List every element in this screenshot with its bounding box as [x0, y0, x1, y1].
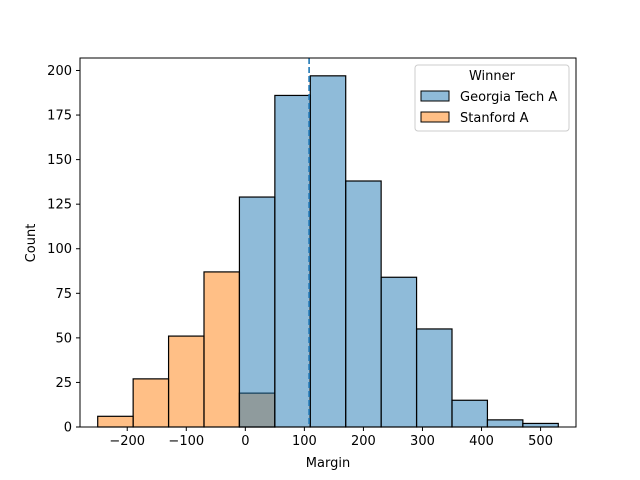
legend-label-georgia-tech: Georgia Tech A [460, 90, 557, 105]
y-axis-label: Count [24, 224, 39, 263]
x-tick-label: 400 [469, 434, 494, 449]
bar-georgia-tech-a-6 [451, 399, 489, 428]
y-tick-label: 150 [47, 153, 72, 168]
bar-georgia-tech-a-1 [274, 94, 311, 428]
bar-stanford-a-3 [203, 271, 241, 428]
x-tick-label: 300 [410, 434, 435, 449]
bar-georgia-tech-a-7 [486, 419, 524, 428]
bar-stanford-a-1 [132, 378, 170, 428]
legend-label-stanford: Stanford A [460, 111, 529, 126]
y-tick-label: 100 [47, 242, 72, 257]
plot-frame [79, 57, 577, 428]
x-tick-label: −100 [168, 434, 204, 449]
y-tick-label: 200 [47, 64, 72, 79]
legend-title: Winner [469, 69, 516, 84]
y-tick-label: 25 [55, 376, 72, 391]
legend-frame [414, 64, 570, 132]
x-tick-label: 100 [292, 434, 317, 449]
y-tick-label: 50 [55, 331, 72, 346]
bar-georgia-tech-a-5 [415, 328, 453, 428]
y-tick-label: 125 [47, 198, 72, 213]
bar-stanford-a-2 [167, 335, 205, 428]
x-tick-label: 500 [528, 434, 553, 449]
bar-georgia-tech-a-8 [522, 422, 559, 428]
x-tick-label: 200 [351, 434, 376, 449]
y-tick-label: 175 [47, 109, 72, 124]
bar-stanford-a-0 [97, 415, 134, 428]
x-tick-label: 0 [241, 434, 249, 449]
bar-georgia-tech-a-0 [238, 196, 276, 428]
y-tick-label: 75 [55, 287, 72, 302]
bar-georgia-tech-a-3 [345, 180, 382, 428]
legend-swatch-georgia-tech [420, 90, 450, 102]
bar-georgia-tech-a-4 [380, 276, 418, 428]
legend: Winner Georgia Tech A Stanford A [414, 64, 570, 132]
legend-swatch-stanford [420, 111, 450, 123]
x-tick-label: −200 [109, 434, 145, 449]
axes-layer: −200 −100 0 100 200 300 400 500 0 25 50 75 100 125 150… [47, 57, 577, 449]
x-axis-label: Margin [306, 456, 350, 471]
bars-layer [97, 75, 559, 428]
bar-georgia-tech-a-2 [309, 75, 347, 428]
y-tick-label: 0 [64, 421, 72, 436]
